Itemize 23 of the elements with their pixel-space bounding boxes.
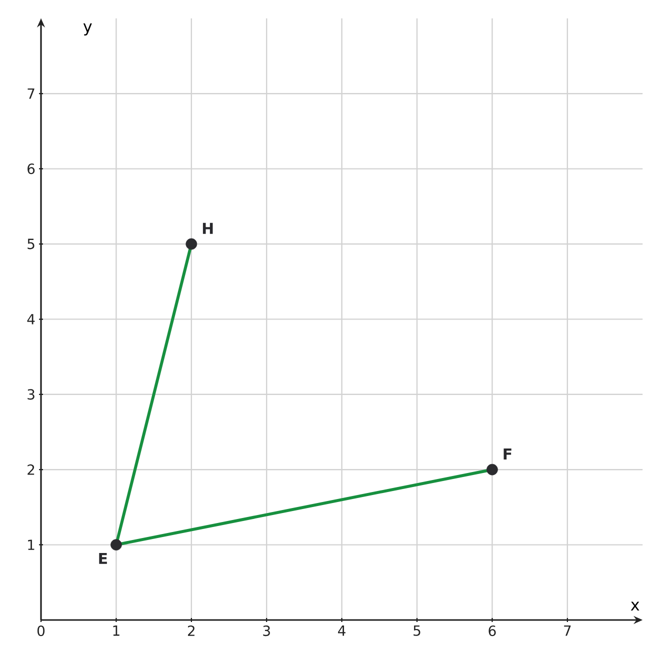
x-tick-label: 5 <box>414 626 420 636</box>
y-tick-label: 3 <box>28 389 34 400</box>
x-tick-label: 7 <box>564 626 571 636</box>
y-tick-label: 5 <box>28 238 34 250</box>
annotation: F <box>504 448 512 460</box>
y-tick-label: 4 <box>27 314 35 324</box>
point <box>110 539 122 550</box>
x-tick-label: 2 <box>188 626 194 636</box>
x-axis-title: x <box>630 602 640 610</box>
y-tick-label: 7 <box>28 88 34 99</box>
x-tick-label: 4 <box>338 626 346 636</box>
y-tick-label: 2 <box>28 464 34 475</box>
x-tick-label: 6 <box>488 626 496 636</box>
annotation: E <box>99 552 107 564</box>
annotation: H <box>202 222 213 234</box>
point <box>486 464 498 476</box>
y-tick-label: 6 <box>28 164 35 174</box>
y-axis-title: y <box>83 23 92 36</box>
x-tick-label: 3 <box>263 626 270 636</box>
x-tick-label: 0 <box>37 626 45 636</box>
point <box>186 238 198 250</box>
x-tick-label: 1 <box>113 626 120 636</box>
y-tick-label: 1 <box>28 540 34 550</box>
